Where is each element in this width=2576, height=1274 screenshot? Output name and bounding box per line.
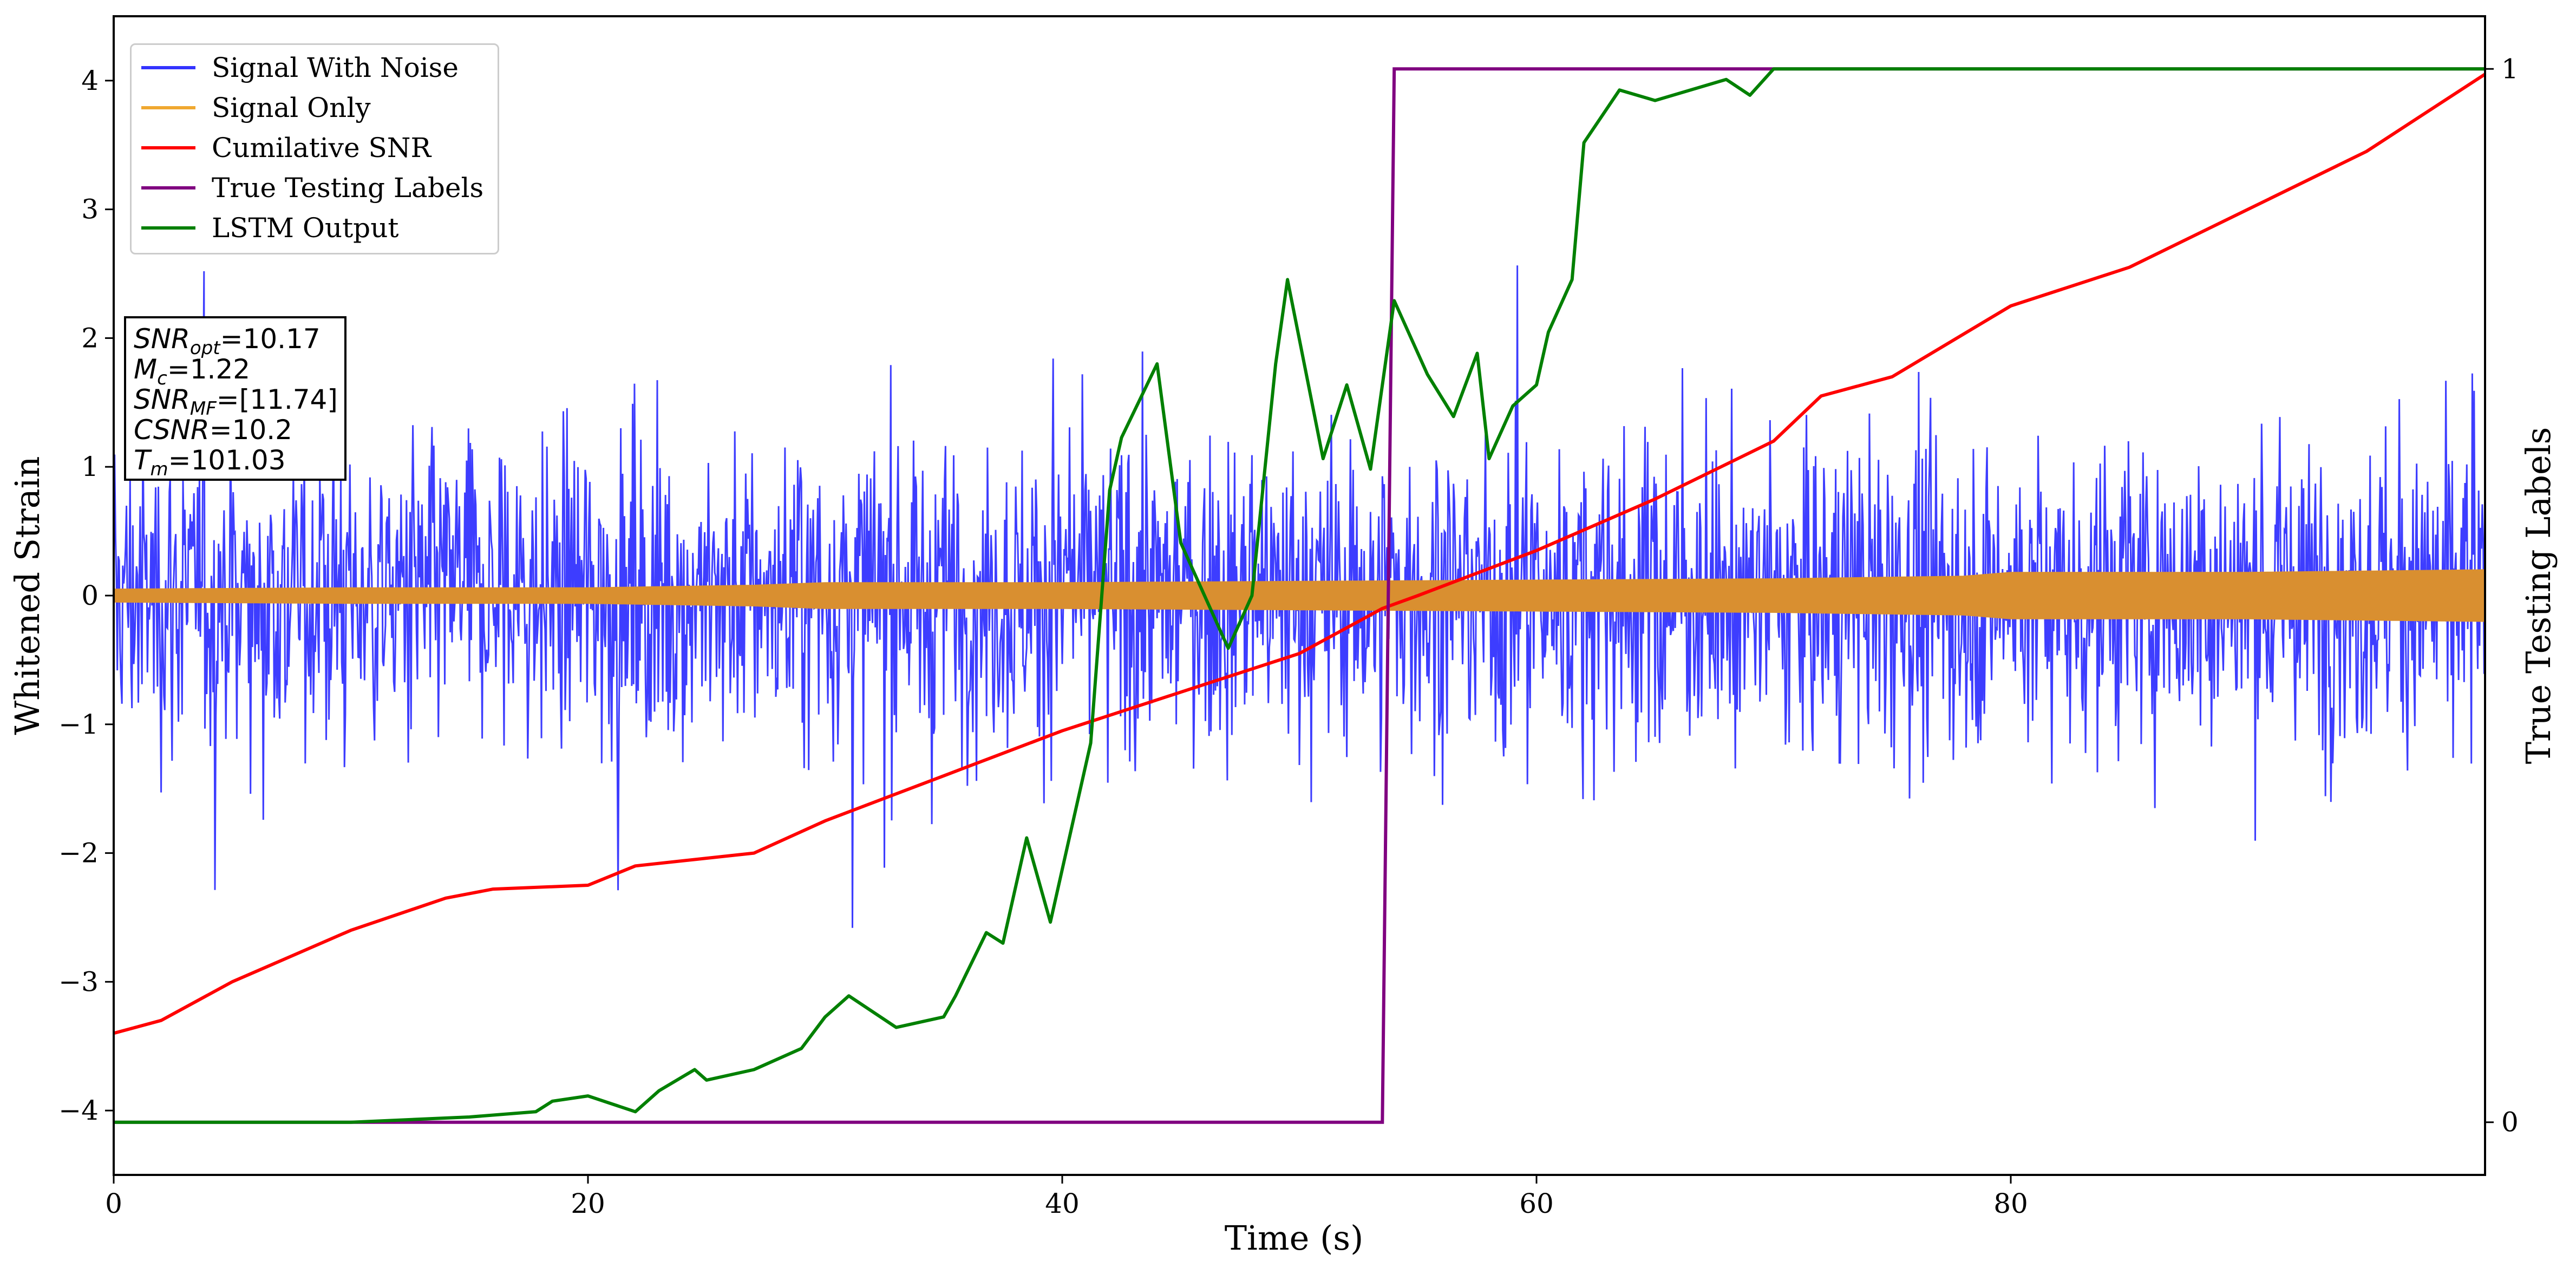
legend-label: Signal Only xyxy=(212,92,371,123)
legend-item-signal-only: Signal Only xyxy=(141,92,371,124)
legend-label: LSTM Output xyxy=(212,212,399,244)
info-csnr: CSNR=10.2 xyxy=(134,414,292,446)
parameter-info-box: SNRopt=10.17 Mc=1.22 SNRMF=[11.74] CSNR=… xyxy=(124,316,346,481)
legend-swatch xyxy=(141,66,195,69)
legend-item-cumilative-snr: Cumilative SNR xyxy=(141,132,431,164)
info-chirp-mass: Mc=1.22 xyxy=(134,354,251,389)
legend-swatch xyxy=(141,186,195,190)
y2-tick-label: 0 xyxy=(2501,1107,2519,1138)
y-tick-label: 1 xyxy=(81,451,99,482)
y-tick-label: −4 xyxy=(58,1095,99,1126)
legend-swatch xyxy=(141,226,195,230)
x-tick-label: 40 xyxy=(1045,1188,1080,1219)
legend-label: True Testing Labels xyxy=(212,172,484,204)
cumilative-snr-line xyxy=(114,73,2485,1035)
y-tick-label: −1 xyxy=(58,709,99,740)
legend: Signal With Noise Signal Only Cumilative… xyxy=(130,43,499,254)
y-tick-label: 0 xyxy=(81,580,99,611)
series-signal-only xyxy=(114,569,2485,622)
legend-label: Cumilative SNR xyxy=(212,132,431,164)
legend-item-lstm-output: LSTM Output xyxy=(141,212,398,244)
info-snr-mf: SNRMF=[11.74] xyxy=(134,384,338,420)
legend-item-signal-with-noise: Signal With Noise xyxy=(141,51,459,84)
y-tick-label: 3 xyxy=(81,194,99,225)
y-tick-label: 2 xyxy=(81,322,99,354)
y2-axis-label: True Testing Labels xyxy=(2519,427,2558,765)
y-tick-label: 4 xyxy=(81,65,99,96)
y-axis-ticks: −4 −3 −2 −1 0 1 2 3 4 xyxy=(58,65,114,1126)
y-tick-label: −3 xyxy=(58,966,99,997)
x-axis-label: Time (s) xyxy=(1225,1218,1364,1258)
x-tick-label: 60 xyxy=(1519,1188,1554,1219)
info-tm: Tm=101.03 xyxy=(134,445,286,480)
y2-axis-ticks: 01 xyxy=(2485,53,2519,1138)
y2-tick-label: 1 xyxy=(2501,53,2519,84)
y-axis-label: Whitened Strain xyxy=(8,456,47,735)
legend-item-true-testing-labels: True Testing Labels xyxy=(141,172,483,204)
legend-swatch xyxy=(141,106,195,109)
legend-label: Signal With Noise xyxy=(212,52,459,83)
series-lstm-output xyxy=(114,67,2485,1124)
lstm-output-line xyxy=(114,67,2485,1124)
signal-only-band xyxy=(114,569,2485,622)
x-tick-label: 20 xyxy=(571,1188,605,1219)
legend-swatch xyxy=(141,146,195,149)
y-tick-label: −2 xyxy=(58,838,99,869)
x-tick-label: 0 xyxy=(105,1188,122,1219)
x-tick-label: 80 xyxy=(1993,1188,2028,1219)
series-cumilative-snr xyxy=(114,73,2485,1035)
x-axis-ticks: 0 20 40 60 80 xyxy=(105,1175,2028,1219)
info-snr-opt: SNRopt=10.17 xyxy=(134,323,321,359)
